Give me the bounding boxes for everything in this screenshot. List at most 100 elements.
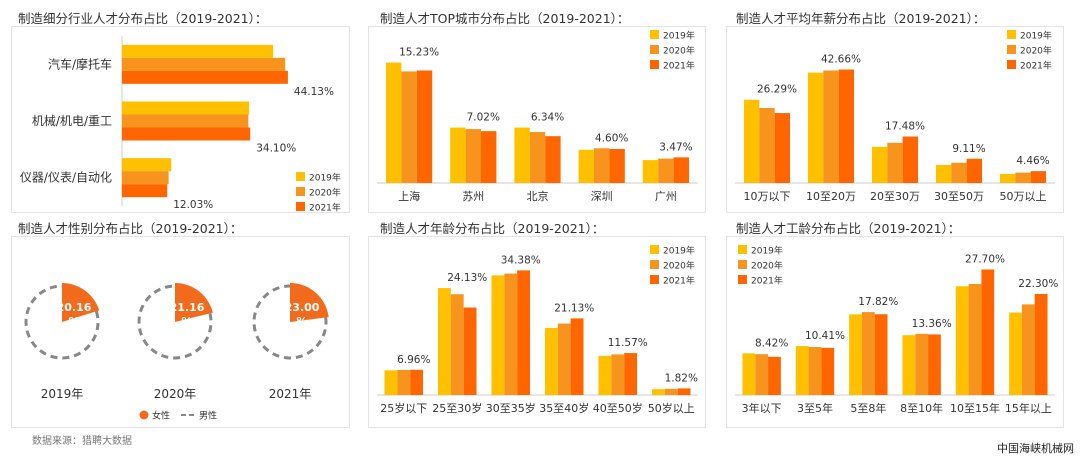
salary-bar-2-1 bbox=[887, 142, 903, 183]
age-bar-4-2 bbox=[624, 353, 638, 395]
tenure-bar-3-2 bbox=[928, 334, 941, 395]
industry-bar-2-2 bbox=[122, 184, 168, 198]
age-bar-3-0 bbox=[544, 327, 558, 395]
city-tick-label-4: 广州 bbox=[655, 190, 677, 203]
salary-bar-4-2 bbox=[1030, 171, 1047, 183]
industry-bar-1-1 bbox=[122, 114, 249, 128]
city-legend-label-2: 2021年 bbox=[663, 60, 695, 72]
age-legend-label-1: 2020年 bbox=[663, 260, 695, 272]
gender-legend-male-label: 男性 bbox=[199, 410, 217, 422]
industry-legend-swatch-0 bbox=[296, 172, 305, 181]
tenure-bar-3-1 bbox=[915, 333, 929, 395]
salary-legend-swatch-2 bbox=[1007, 60, 1016, 69]
age-data-label-4: 11.57% bbox=[608, 337, 648, 349]
tenure-bar-0-1 bbox=[755, 354, 769, 395]
tenure-tick-label-2: 5至8年 bbox=[850, 401, 886, 415]
industry-bar-2-0 bbox=[122, 158, 172, 172]
industry-legend-label-1: 2020年 bbox=[309, 187, 341, 199]
age-tick-label-3: 35至40岁 bbox=[539, 401, 589, 415]
salary-bar-0-1 bbox=[759, 107, 775, 183]
salary-bar-0-2 bbox=[774, 113, 791, 183]
age-tick-label-4: 40至50岁 bbox=[593, 401, 643, 415]
tenure-bar-2-0 bbox=[849, 314, 862, 395]
age-bar-2-2 bbox=[517, 270, 531, 395]
salary-legend-label-0: 2019年 bbox=[1020, 30, 1052, 42]
city-legend-swatch-2 bbox=[650, 60, 659, 69]
age-legend-swatch-0 bbox=[650, 245, 659, 254]
age-bar-2-1 bbox=[504, 273, 518, 395]
gender-legend-female-swatch bbox=[139, 410, 149, 420]
salary-tick-label-4: 50万以上 bbox=[1000, 190, 1047, 203]
data-source-note: 数据来源：猎聘大数据 bbox=[32, 436, 132, 447]
salary-data-label-3: 9.11% bbox=[952, 143, 985, 155]
tenure-bar-4-1 bbox=[968, 283, 982, 395]
age-bar-5-2 bbox=[677, 388, 691, 395]
tenure-bar-3-0 bbox=[902, 335, 916, 395]
city-bar-0-2 bbox=[416, 70, 433, 183]
age-bar-1-2 bbox=[463, 307, 477, 395]
tenure-legend-swatch-2 bbox=[738, 275, 747, 284]
gender-female-percent-2: % bbox=[296, 315, 307, 328]
industry-legend-label-0: 2019年 bbox=[309, 172, 341, 184]
age-data-label-5: 1.82% bbox=[665, 372, 698, 384]
tenure-tick-label-5: 15年以上 bbox=[1005, 401, 1052, 415]
age-bar-1-0 bbox=[437, 288, 451, 395]
age-chart-frame bbox=[368, 236, 706, 428]
industry-data-label-0: 44.13% bbox=[294, 86, 334, 98]
city-tick-label-1: 苏州 bbox=[462, 190, 484, 203]
salary-bar-4-0 bbox=[999, 173, 1016, 183]
gender-female-value-1: 21.16 bbox=[170, 301, 205, 314]
tenure-legend-label-2: 2021年 bbox=[751, 275, 783, 287]
tenure-tick-label-0: 3年以下 bbox=[742, 401, 782, 415]
city-bar-2-0 bbox=[514, 127, 530, 183]
tenure-legend-swatch-1 bbox=[738, 260, 747, 269]
age-bar-3-1 bbox=[557, 323, 571, 395]
salary-bar-3-1 bbox=[951, 162, 967, 183]
city-legend-swatch-0 bbox=[650, 30, 659, 39]
city-bar-2-2 bbox=[545, 136, 561, 183]
gender-female-value-0: 20.16 bbox=[57, 301, 92, 314]
age-bar-4-0 bbox=[598, 355, 612, 395]
tenure-legend-label-1: 2020年 bbox=[751, 260, 783, 272]
industry-bar-0-0 bbox=[122, 44, 274, 58]
gender-female-slice-1 bbox=[175, 283, 213, 322]
salary-bar-3-0 bbox=[935, 164, 952, 183]
salary-bar-1-0 bbox=[807, 72, 824, 183]
city-bar-1-1 bbox=[465, 129, 482, 183]
city-bar-4-1 bbox=[658, 158, 674, 183]
tenure-data-label-0: 8.42% bbox=[755, 337, 788, 349]
tenure-bar-5-1 bbox=[1021, 304, 1035, 395]
gender-female-slice-0 bbox=[62, 283, 100, 322]
gender-male-arc-0 bbox=[24, 284, 100, 360]
salary-data-label-1: 42.66% bbox=[821, 54, 861, 66]
city-data-label-1: 7.02% bbox=[467, 112, 500, 124]
tenure-bar-4-0 bbox=[955, 286, 969, 395]
industry-chart-title: 制造细分行业人才分布占比（2019-2021）： bbox=[18, 11, 268, 26]
salary-data-label-2: 17.48% bbox=[885, 121, 925, 133]
age-data-label-2: 34.38% bbox=[501, 254, 541, 266]
salary-bar-2-2 bbox=[902, 136, 919, 183]
age-bar-2-0 bbox=[491, 275, 505, 395]
industry-legend-swatch-2 bbox=[296, 202, 305, 211]
gender-year-label-2: 2021年 bbox=[269, 387, 312, 401]
age-tick-label-2: 30至35岁 bbox=[486, 401, 536, 415]
tenure-data-label-3: 13.36% bbox=[912, 318, 952, 330]
industry-tick-label-0: 汽车/摩托车 bbox=[48, 56, 112, 71]
age-data-label-3: 21.13% bbox=[554, 302, 594, 314]
city-tick-label-2: 北京 bbox=[527, 189, 549, 203]
salary-tick-label-1: 10至20万 bbox=[806, 190, 856, 203]
industry-legend-swatch-1 bbox=[296, 187, 305, 196]
tenure-tick-label-4: 10至15年 bbox=[950, 401, 1000, 415]
salary-bar-1-2 bbox=[838, 69, 855, 183]
age-bar-3-2 bbox=[570, 318, 584, 395]
industry-bar-1-0 bbox=[122, 101, 250, 115]
age-chart-title: 制造人才年龄分布占比（2019-2021）： bbox=[380, 221, 605, 236]
industry-bar-1-2 bbox=[122, 127, 251, 141]
watermark: 中国海峡机械网 bbox=[997, 442, 1074, 455]
gender-female-percent-0: % bbox=[68, 315, 79, 328]
salary-chart-title: 制造人才平均年薪分布占比（2019-2021）： bbox=[736, 11, 986, 26]
tenure-bar-5-0 bbox=[1009, 312, 1022, 395]
gender-female-value-2: 23.00 bbox=[285, 301, 320, 314]
city-bar-0-0 bbox=[385, 62, 402, 183]
salary-tick-label-0: 10万以下 bbox=[744, 190, 791, 203]
